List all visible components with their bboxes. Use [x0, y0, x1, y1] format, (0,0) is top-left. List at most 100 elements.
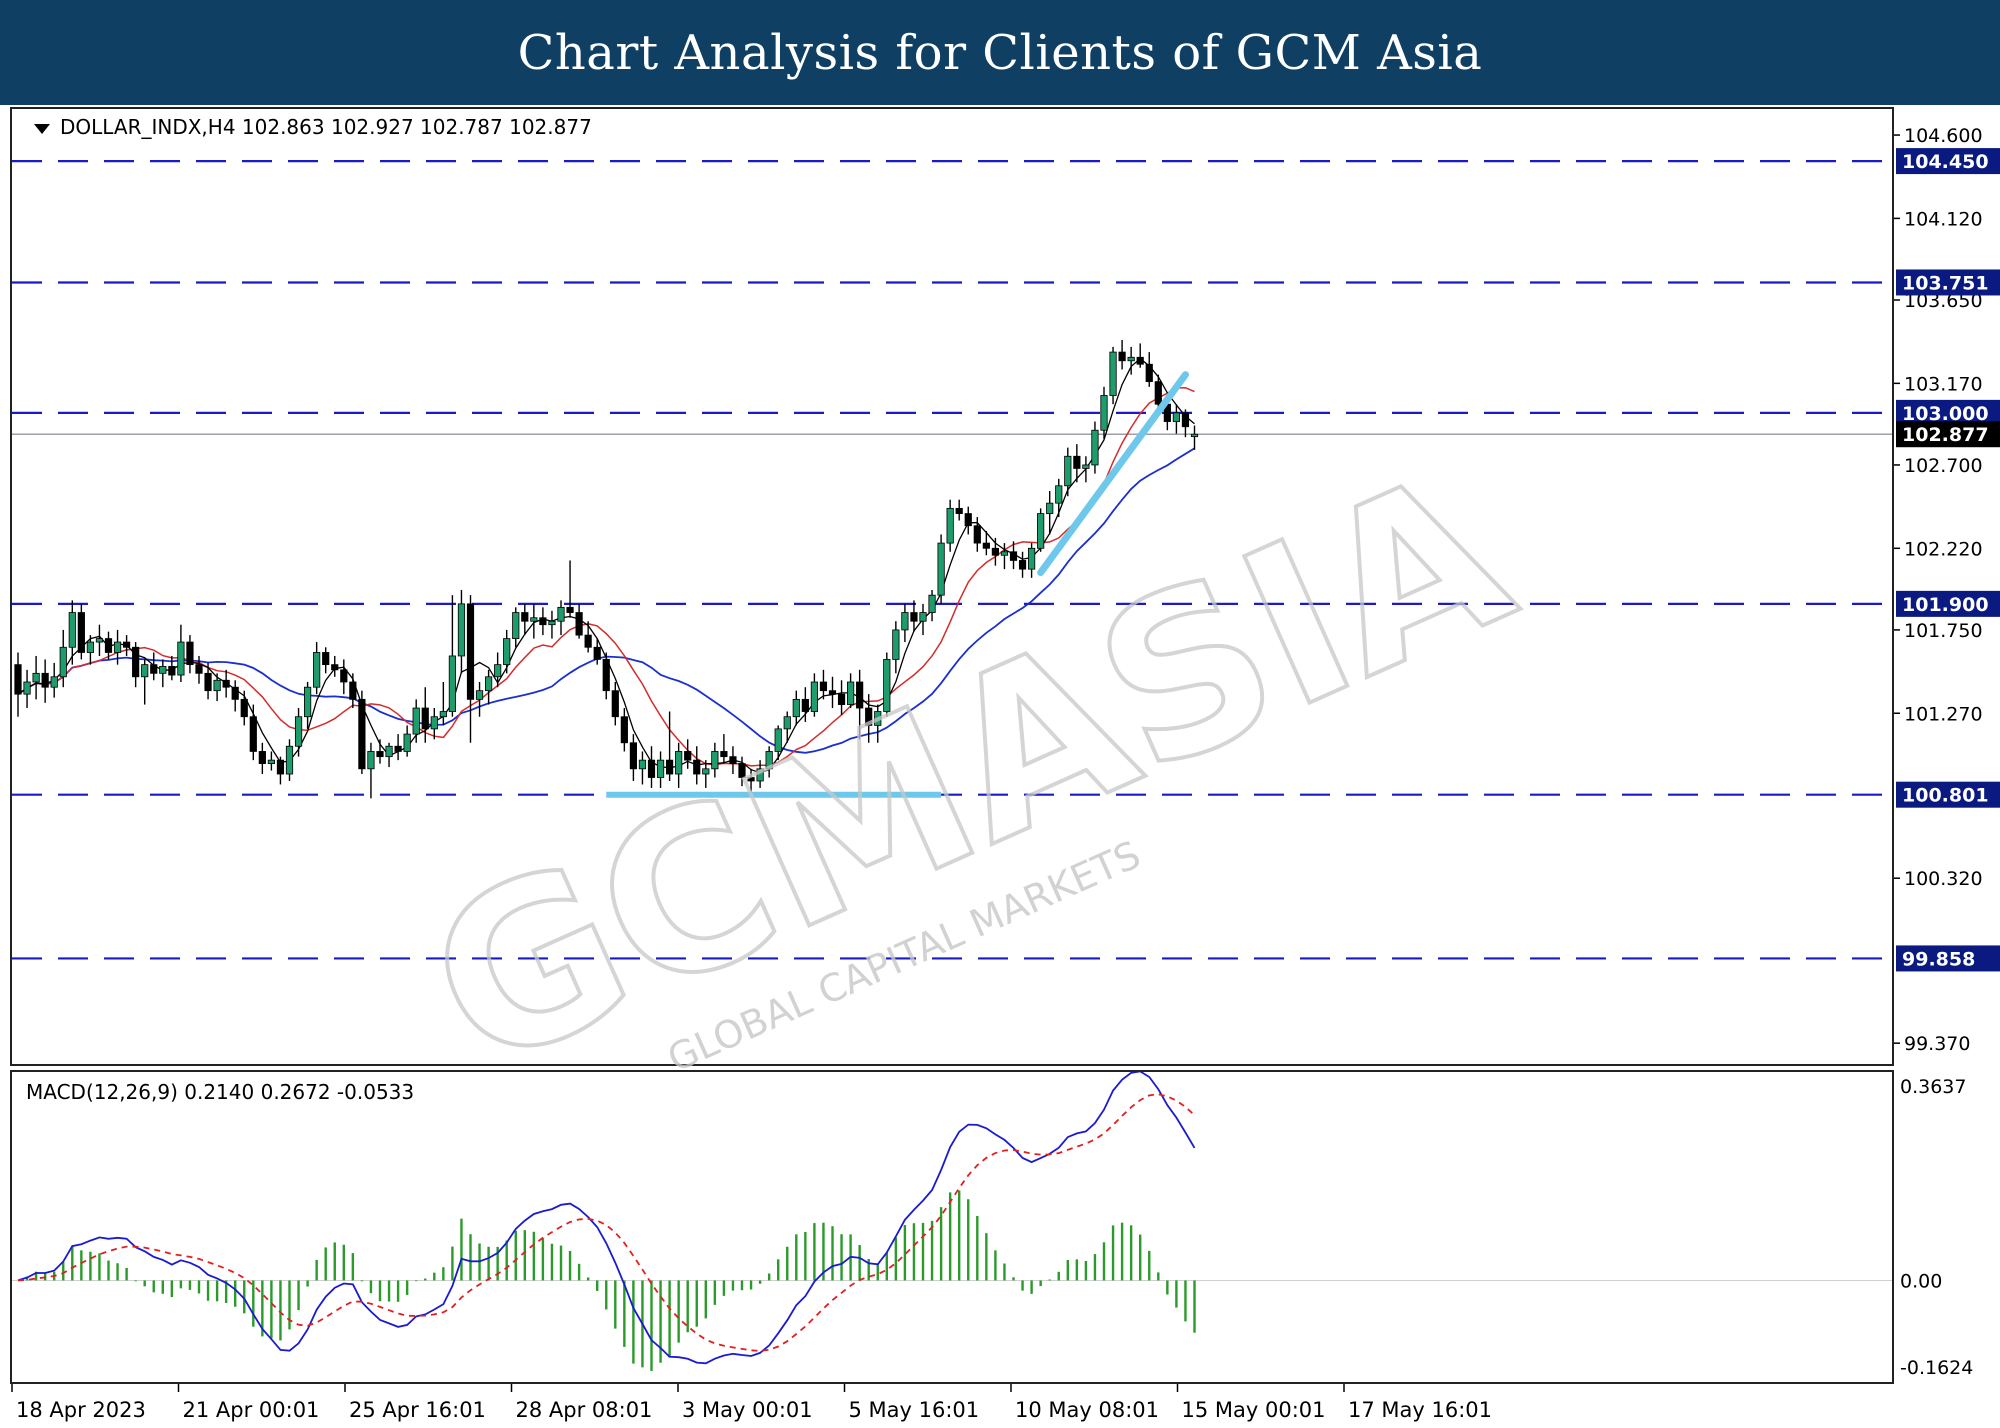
candle-body — [901, 612, 909, 631]
candle-body — [919, 612, 927, 622]
candle-body — [1091, 429, 1099, 466]
level-price-label: 101.900 — [1902, 594, 1989, 616]
price-chart-pane[interactable]: DOLLAR_INDX,H4 102.863 102.927 102.787 1… — [10, 107, 1894, 1066]
candle-body — [774, 728, 782, 752]
candle-body — [213, 679, 221, 692]
candle-body — [95, 638, 104, 643]
level-price-tag — [1896, 945, 2000, 972]
candle-body — [123, 641, 131, 648]
time-tick-label: 5 May 16:01 — [849, 1398, 980, 1422]
candle-body — [828, 690, 837, 695]
candle-body — [584, 634, 592, 648]
collapse-triangle-icon[interactable] — [34, 123, 50, 134]
candle-body — [412, 707, 420, 735]
candle-body — [1073, 455, 1081, 469]
candle-body — [1172, 412, 1180, 422]
candle-body — [747, 777, 755, 782]
trendline — [1037, 371, 1189, 577]
price-tick-label: 103.650 — [1904, 290, 1983, 312]
candle-body — [494, 664, 502, 678]
macd-tick-label: 0.3637 — [1900, 1076, 1966, 1098]
ma-slow-line — [17, 447, 1195, 754]
candle-body — [937, 542, 945, 596]
candle-body — [928, 594, 936, 613]
price-axis[interactable]: 104.600 104.120 103.650 103.170 102.700 102.2… — [1894, 107, 2000, 1387]
candle-body — [376, 751, 384, 758]
candle-body — [1046, 502, 1054, 514]
candle-body — [1082, 464, 1090, 469]
candle-body — [910, 612, 918, 622]
price-tick-label: 101.750 — [1904, 620, 1983, 642]
candle-body — [484, 676, 493, 692]
candle-body — [856, 681, 864, 709]
candle-body — [421, 707, 429, 730]
candle-body — [1009, 551, 1018, 561]
candle-body — [656, 759, 665, 778]
candle-body — [313, 652, 321, 688]
candle-body — [666, 759, 674, 775]
candle-body — [1037, 513, 1045, 549]
candle-body — [331, 664, 339, 671]
candle-body — [792, 698, 800, 718]
macd-svg — [12, 1072, 1892, 1371]
candle-body — [684, 751, 692, 761]
time-axis[interactable]: 18 Apr 2023 21 Apr 00:01 25 Apr 16:01 28 Ap… — [10, 1384, 1894, 1428]
candle-body — [874, 711, 882, 726]
price-chart-svg — [12, 159, 1892, 960]
candle-body — [647, 759, 656, 778]
macd-tick-label: 0.00 — [1900, 1270, 1942, 1292]
candle-body — [1100, 395, 1108, 431]
candle-body — [132, 646, 140, 678]
candle-body — [892, 629, 900, 660]
candle-body — [865, 707, 873, 726]
candle-body — [638, 759, 647, 770]
price-tick-label: 101.270 — [1904, 703, 1983, 725]
candle-body — [973, 525, 981, 544]
level-price-label: 103.000 — [1902, 403, 1989, 425]
candle-body — [729, 756, 737, 765]
level-price-tag — [1896, 590, 2000, 617]
candle-body — [394, 745, 402, 752]
time-tick-label: 15 May 00:01 — [1182, 1398, 1326, 1422]
candle-body — [240, 698, 248, 718]
candle-body — [946, 507, 954, 544]
candle-body — [593, 646, 601, 660]
candle-body — [1127, 356, 1135, 362]
level-price-tag — [1896, 781, 2000, 808]
candle-body — [231, 686, 239, 700]
price-tick-label: 100.320 — [1904, 868, 1983, 890]
macd-pane[interactable]: MACD(12,26,9) 0.2140 0.2672 -0.0533 — [10, 1070, 1894, 1384]
candle-body — [1000, 551, 1009, 556]
candle-body — [249, 716, 257, 752]
candle-body — [385, 745, 393, 758]
candle-body — [285, 745, 294, 775]
candle-body — [675, 751, 683, 775]
ma-mid-line — [17, 386, 1195, 767]
candle-body — [59, 646, 67, 678]
candle-body — [964, 513, 972, 527]
candle-body — [294, 716, 303, 747]
price-tick-label: 102.220 — [1904, 538, 1983, 560]
price-tick-label: 102.700 — [1904, 455, 1983, 477]
candle-body — [204, 672, 212, 692]
candle-body — [693, 759, 701, 775]
price-tick-label: 104.120 — [1904, 208, 1983, 230]
candle-body — [629, 742, 638, 770]
candle-body — [810, 681, 819, 712]
candle-body — [141, 664, 149, 678]
candle-body — [982, 542, 990, 549]
candle-body — [23, 681, 31, 695]
candle-body — [475, 690, 484, 700]
symbol-header: DOLLAR_INDX,H4 102.863 102.927 102.787 1… — [34, 115, 592, 139]
candle-body — [430, 716, 438, 730]
candle-body — [566, 606, 574, 613]
banner-title: Chart Analysis for Clients of GCM Asia — [517, 24, 1483, 81]
candle-body — [150, 664, 158, 674]
candle-body — [349, 681, 357, 700]
time-tick-label: 3 May 00:01 — [682, 1398, 813, 1422]
candle-body — [439, 711, 447, 718]
time-tick-label: 25 Apr 16:01 — [349, 1398, 486, 1422]
candle-body — [50, 676, 58, 688]
candle-body — [1018, 560, 1027, 570]
level-price-label: 100.801 — [1902, 785, 1989, 807]
